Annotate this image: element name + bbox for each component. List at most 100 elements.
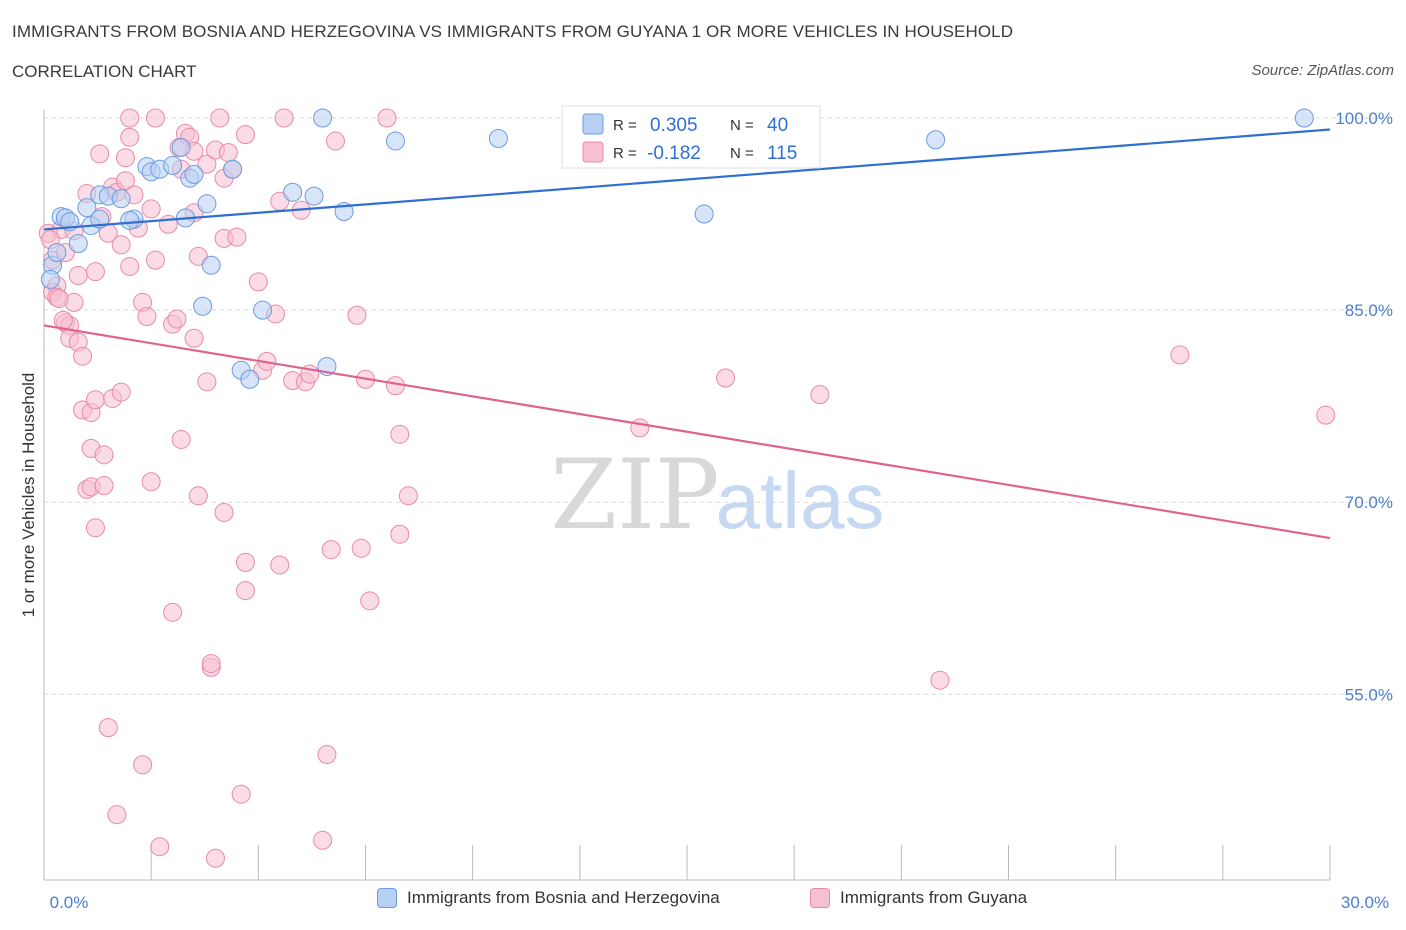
legend-n-label-guyana: N =: [730, 145, 754, 162]
data-point-guyana: [85, 390, 105, 410]
data-point-guyana: [210, 108, 230, 128]
data-point-guyana: [137, 307, 157, 327]
data-point-bosnia: [193, 296, 213, 316]
data-point-guyana: [90, 144, 110, 164]
data-point-guyana: [120, 108, 140, 128]
watermark-atlas: atlas: [716, 456, 885, 545]
trend-lines: [43, 128, 1331, 540]
data-point-bosnia: [163, 155, 183, 175]
data-point-guyana: [120, 127, 140, 147]
data-point-guyana: [115, 171, 135, 191]
data-point-bosnia: [120, 210, 140, 230]
data-point-guyana: [1170, 345, 1190, 365]
data-point-guyana: [325, 131, 345, 151]
legend-n-value-guyana: 115: [767, 143, 797, 164]
data-point-bosnia: [77, 198, 97, 218]
data-point-bosnia: [926, 130, 946, 150]
data-point-guyana: [235, 581, 255, 601]
data-point-guyana: [73, 346, 93, 366]
data-point-bosnia: [304, 186, 324, 206]
data-point-guyana: [270, 555, 290, 575]
data-point-bosnia: [240, 369, 260, 389]
data-point-bosnia: [694, 204, 714, 224]
data-point-guyana: [248, 272, 268, 292]
data-point-guyana: [218, 143, 238, 163]
y-axis-label: 1 or more Vehicles in Household: [19, 373, 38, 618]
data-point-bosnia: [184, 164, 204, 184]
data-point-guyana: [231, 784, 251, 804]
stats-legend: R = 0.305 N = 40 R = -0.182 N = 115: [561, 105, 821, 169]
data-point-bosnia: [68, 234, 88, 254]
data-point-bosnia: [47, 242, 67, 262]
data-point-guyana: [630, 418, 650, 438]
x-tick-label: 30.0%: [1341, 893, 1389, 912]
data-point-guyana: [235, 125, 255, 145]
data-point-guyana: [115, 148, 135, 168]
data-point-guyana: [321, 540, 341, 560]
data-point-guyana: [351, 538, 371, 558]
data-point-bosnia: [171, 137, 191, 157]
data-point-guyana: [133, 755, 153, 775]
data-point-bosnia: [313, 108, 333, 128]
series-legend: Immigrants from Bosnia and Herzegovina I…: [0, 888, 1406, 918]
trend-line-bosnia: [43, 128, 1331, 231]
data-point-guyana: [120, 257, 140, 277]
data-point-guyana: [141, 472, 161, 492]
data-point-guyana: [390, 424, 410, 444]
data-point-guyana: [68, 266, 88, 286]
data-point-bosnia: [1294, 108, 1314, 128]
watermark: ZIP atlas: [550, 439, 884, 551]
legend-item-guyana: Immigrants from Guyana: [810, 888, 1027, 908]
chart-subtitle: CORRELATION CHART: [12, 62, 197, 81]
legend-swatch-guyana: [582, 141, 604, 163]
data-point-guyana: [145, 108, 165, 128]
data-point-bosnia: [201, 255, 221, 275]
data-point-guyana: [167, 309, 187, 329]
legend-swatch-bosnia: [582, 113, 604, 135]
data-point-guyana: [930, 670, 950, 690]
legend-r-label-guyana: R =: [613, 145, 637, 162]
data-point-guyana: [94, 445, 114, 465]
data-point-guyana: [398, 486, 418, 506]
data-point-guyana: [184, 328, 204, 348]
legend-r-value-guyana: -0.182: [647, 143, 701, 164]
series-guyana-points: [38, 108, 1336, 868]
data-point-guyana: [201, 654, 221, 674]
y-tick-label: 70.0%: [1345, 493, 1393, 512]
data-point-guyana: [141, 199, 161, 219]
legend-item-bosnia: Immigrants from Bosnia and Herzegovina: [377, 888, 720, 908]
data-point-guyana: [145, 250, 165, 270]
data-point-bosnia: [197, 194, 217, 214]
data-point-guyana: [1316, 405, 1336, 425]
data-point-guyana: [317, 744, 337, 764]
data-point-bosnia: [111, 189, 131, 209]
data-point-guyana: [313, 830, 333, 850]
data-point-guyana: [810, 385, 830, 405]
data-point-guyana: [235, 552, 255, 572]
legend-swatch-guyana-bottom: [810, 888, 830, 908]
data-point-guyana: [150, 837, 170, 857]
data-point-guyana: [197, 372, 217, 392]
data-point-guyana: [107, 805, 127, 825]
y-tick-label: 85.0%: [1345, 301, 1393, 320]
data-point-guyana: [274, 108, 294, 128]
legend-n-value-bosnia: 40: [767, 115, 788, 136]
data-point-guyana: [171, 429, 191, 449]
legend-label-guyana: Immigrants from Guyana: [840, 888, 1028, 907]
stats-legend-box: [561, 105, 821, 169]
gridlines: [44, 117, 1390, 695]
data-point-guyana: [227, 227, 247, 247]
data-point-bosnia: [253, 300, 273, 320]
trend-line-guyana: [43, 324, 1331, 540]
legend-n-label-bosnia: N =: [730, 117, 754, 134]
data-point-guyana: [111, 382, 131, 402]
data-point-guyana: [94, 476, 114, 496]
chart-title: IMMIGRANTS FROM BOSNIA AND HERZEGOVINA V…: [12, 22, 1014, 41]
data-point-bosnia: [386, 131, 406, 151]
data-point-guyana: [377, 108, 397, 128]
legend-r-label-bosnia: R =: [613, 117, 637, 134]
data-point-guyana: [347, 305, 367, 325]
source-credit: Source: ZipAtlas.com: [1251, 62, 1394, 79]
data-point-guyana: [360, 591, 380, 611]
